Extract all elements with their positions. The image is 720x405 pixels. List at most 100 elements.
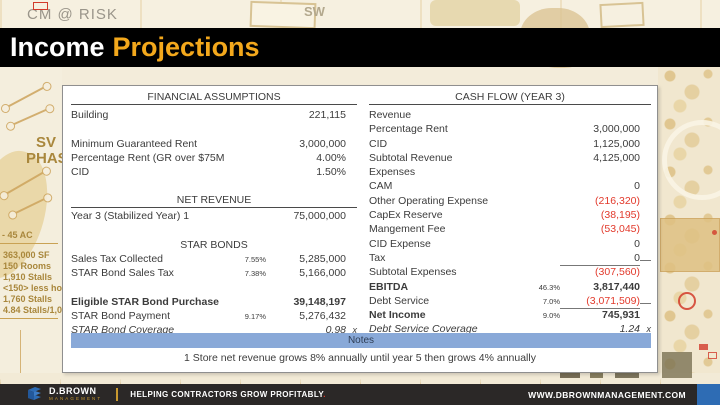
footer-bar: D.BROWN MANAGEMENT HELPING CONTRACTORS G…	[0, 384, 720, 405]
row-label: CID	[71, 166, 90, 179]
row-value: 75,000,000	[293, 210, 346, 223]
map-stat-line: <150> less hot	[3, 283, 66, 293]
table-row: STAR Bond Sales Tax 7.38% 5,166,000	[71, 266, 357, 280]
row-value: 1.50%	[316, 166, 346, 179]
row-value: (53,045)	[600, 223, 640, 236]
row-value-suffix: x	[646, 324, 652, 335]
map-red-marker	[712, 230, 717, 235]
cash-flow-table: CASH FLOW (YEAR 3) Revenue Percentage Ren…	[369, 90, 651, 337]
row-label: CapEx Reserve	[369, 209, 443, 222]
page-title-accent: Projections	[112, 32, 260, 62]
row-percent: 7.0%	[542, 296, 560, 306]
row-label: Mangement Fee	[369, 223, 446, 236]
row-value: (307,560)	[595, 266, 640, 279]
map-decoration	[0, 243, 58, 244]
tagline-period: .	[323, 390, 326, 399]
row-label: Subtotal Expenses	[369, 266, 457, 279]
row-label: Subtotal Revenue	[369, 151, 453, 164]
footer-separator	[116, 388, 119, 401]
row-percent: 9.0%	[542, 311, 560, 321]
map-decoration	[0, 142, 63, 288]
row-value: 1.24	[619, 323, 640, 336]
map-dimension-line	[4, 170, 46, 196]
table-header-financial-assumptions: FINANCIAL ASSUMPTIONS	[71, 90, 357, 105]
map-label-acres: - 45 AC	[2, 230, 33, 240]
table-row: Mangement Fee (53,045)	[369, 222, 651, 236]
map-red-marker	[33, 2, 48, 10]
row-percent: 7.55%	[244, 254, 266, 264]
footer-tagline: HELPING CONTRACTORS GROW PROFITABLY.	[130, 390, 326, 399]
map-stat-line: 1,910 Stalls	[3, 272, 53, 282]
map-stat-line: 363,000 SF	[3, 250, 50, 260]
row-value-suffix: x	[352, 325, 358, 336]
map-red-marker	[708, 352, 717, 359]
row-percent: 9.17%	[244, 312, 266, 322]
row-label: Expenses	[369, 166, 416, 179]
table-row: Percentage Rent 3,000,000	[369, 122, 651, 136]
table-header-cash-flow: CASH FLOW (YEAR 3)	[369, 90, 651, 105]
financial-panel: FINANCIAL ASSUMPTIONS Building 221,115 Mi…	[62, 85, 658, 373]
notes-text: 1 Store net revenue grows 8% annually un…	[184, 352, 536, 364]
map-stat-line: 1,760 Stalls	[3, 294, 53, 304]
map-road	[662, 120, 720, 200]
map-decoration	[599, 1, 645, 29]
row-value: 4,125,000	[593, 151, 640, 164]
row-value: 3,817,440	[593, 280, 640, 293]
map-stat-line: 4.84 Stalls/1,00	[3, 305, 68, 315]
table-row: CapEx Reserve (38,195)	[369, 208, 651, 222]
map-decoration	[0, 66, 62, 384]
table-row: Debt Service Coverage 1.24 x	[369, 322, 651, 336]
table-row: Expenses	[369, 165, 651, 179]
map-decoration	[0, 318, 58, 319]
map-red-marker	[678, 292, 696, 310]
map-decoration	[20, 330, 21, 375]
table-row: Building 221,115	[71, 108, 357, 122]
row-value: 5,276,432	[299, 310, 346, 323]
row-percent: 46.3%	[538, 282, 560, 292]
section-header-row: NET REVENUE	[71, 194, 357, 209]
row-value: 3,000,000	[593, 123, 640, 136]
footer-blue-block	[697, 384, 720, 405]
row-value: (3,071,509)	[560, 294, 640, 310]
table-body: Revenue Percentage Rent 3,000,000 CID 1,125,…	[369, 108, 651, 337]
table-row: Revenue	[369, 108, 651, 122]
row-value: 221,115	[308, 109, 346, 121]
map-dimension-line	[13, 197, 47, 215]
brand-text: D.BROWN MANAGEMENT	[49, 387, 102, 402]
row-label: STAR Bond Sales Tax	[71, 267, 174, 280]
row-label: STAR Bond Payment	[71, 310, 171, 323]
row-value: 4.00%	[316, 151, 346, 164]
map-stats-block: 363,000 SF 150 Rooms 1,910 Stalls <150> …	[3, 250, 67, 316]
row-label: EBITDA	[369, 280, 409, 293]
row-label: CAM	[369, 180, 393, 193]
row-value-suffix	[640, 259, 651, 261]
table-row: Subtotal Revenue 4,125,000	[369, 151, 651, 165]
row-label: Revenue	[369, 109, 412, 121]
map-building	[662, 352, 692, 378]
table-row: Other Operating Expense (216,320)	[369, 194, 651, 208]
table-row: Debt Service 7.0% (3,071,509)	[369, 294, 651, 310]
table-row: Subtotal Expenses (307,560)	[369, 265, 651, 279]
row-value: (216,320)	[595, 194, 640, 207]
table-row: Percentage Rent (GR over $75M) 4.00%	[71, 151, 357, 165]
row-label: Percentage Rent (GR over $75M)	[71, 151, 224, 164]
map-stat-line: 150 Rooms	[3, 261, 52, 271]
row-label: CID Expense	[369, 237, 431, 250]
table-row: Sales Tax Collected 7.55% 5,285,000	[71, 252, 357, 266]
row-value: 0	[634, 180, 640, 193]
row-value: 3,000,000	[299, 137, 346, 150]
map-decoration	[249, 0, 317, 30]
page-title-main: Income	[10, 32, 105, 62]
row-value: 39,148,197	[293, 295, 346, 308]
map-building	[660, 218, 720, 272]
map-decoration	[430, 0, 520, 26]
row-value: 5,166,000	[299, 267, 346, 280]
map-decoration	[0, 0, 720, 28]
row-label: Building	[71, 109, 109, 121]
footer-website: WWW.DBROWNMANAGEMENT.COM	[528, 389, 686, 400]
table-row: CAM 0	[369, 179, 651, 193]
section-header-row: STAR BONDS	[180, 238, 248, 251]
table-row: CID 1,125,000	[369, 137, 651, 151]
row-label: Year 3 (Stabilized Year) 1	[71, 210, 190, 223]
row-label: Tax	[369, 251, 386, 264]
